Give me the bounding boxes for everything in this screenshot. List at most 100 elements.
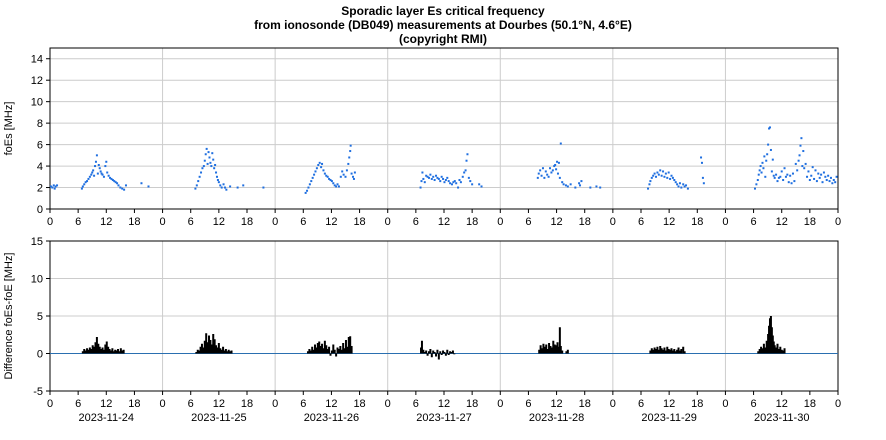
foes-data-point [352,175,355,178]
foes-data-point [670,174,673,177]
foes-data-point [83,183,86,186]
top-x-tick-label: 18 [128,216,140,228]
foes-data-point [813,177,816,180]
foes-data-point [467,176,470,179]
bottom-x-tick-label: 18 [691,398,703,410]
bottom-x-tick-label: 0 [835,398,841,410]
foes-data-point [439,180,442,183]
foes-data-point [52,184,55,187]
title-line-3: (copyright RMI) [399,32,487,46]
date-label: 2023-11-24 [79,412,134,424]
difference-bar [783,348,786,354]
foes-data-point [827,174,830,177]
difference-bar [328,346,331,354]
foes-data-point [549,167,552,170]
foes-data-point [559,142,562,145]
foes-data-point [210,165,213,168]
foes-data-point [822,171,825,174]
foes-data-point [200,171,203,174]
difference-bar [329,353,332,356]
foes-data-point [114,181,117,184]
foes-data-point [124,184,127,187]
difference-bar [430,353,433,358]
difference-bar [340,349,343,354]
top-x-tick-label: 18 [466,216,478,228]
foes-data-point [764,175,767,178]
foes-data-point [337,185,340,188]
difference-bar [440,353,443,355]
difference-bar [101,347,104,354]
difference-bar [422,349,425,354]
foes-data-point [315,167,318,170]
foes-data-point [318,161,321,164]
foes-data-point [758,169,761,172]
bottom-x-tick-label: 0 [160,398,166,410]
difference-bar [342,343,345,354]
foes-data-point [352,177,355,180]
foes-data-point [321,162,324,165]
difference-bar [758,349,761,354]
foes-data-point [308,183,311,186]
foes-data-point [345,169,348,172]
foes-data-point [765,159,768,162]
difference-bar [104,344,107,354]
difference-bar [210,344,213,354]
foes-data-point [580,180,583,183]
top-x-tick-label: 0 [610,216,616,228]
top-x-tick-label: 6 [75,216,81,228]
top-x-tick-label: 12 [438,216,450,228]
bottom-x-tick-label: 18 [128,398,140,410]
bottom-x-tick-label: 0 [272,398,278,410]
difference-bar [196,349,199,354]
difference-bar [215,345,218,354]
foes-data-point [674,181,677,184]
foes-data-point [429,173,432,176]
foes-data-point [469,180,472,183]
foes-data-point [557,161,560,164]
foes-data-point [685,184,688,187]
foes-data-point [766,153,769,156]
foes-data-point [554,163,557,166]
difference-bar [773,345,776,354]
difference-bar [219,348,222,354]
difference-bar [336,347,339,354]
foes-data-point [761,161,764,164]
foes-data-point [561,181,564,184]
foes-data-point [314,170,317,173]
foes-data-point [673,179,676,182]
foes-data-point [796,169,799,172]
foes-data-point [106,171,109,174]
difference-bar [539,345,542,354]
difference-bar [100,349,103,354]
foes-data-point [459,181,462,184]
foes-data-point [99,170,102,173]
foes-data-point [465,159,468,162]
foes-data-point [683,185,686,188]
difference-bar [538,349,541,354]
foes-data-point [94,160,97,163]
difference-bar [425,350,428,354]
difference-bar [655,349,658,354]
top-x-tick-label: 12 [325,216,337,228]
foes-data-point [807,170,810,173]
top-x-tick-label: 12 [550,216,562,228]
foes-data-point [798,154,801,157]
foes-data-point [320,166,323,169]
foes-data-point [756,179,759,182]
difference-bar [662,349,665,354]
foes-data-point [546,173,549,176]
foes-data-point [471,183,474,186]
foes-data-point [656,171,659,174]
foes-data-point [92,169,95,172]
difference-bar [321,343,324,354]
difference-bar [437,353,440,360]
foes-data-point [767,143,770,146]
difference-bar [220,349,223,354]
top-x-tick-label: 12 [213,216,225,228]
difference-bar [306,351,309,354]
difference-bar [555,345,558,354]
difference-bar [780,349,783,354]
foes-data-point [317,163,320,166]
foes-data-point [440,175,443,178]
